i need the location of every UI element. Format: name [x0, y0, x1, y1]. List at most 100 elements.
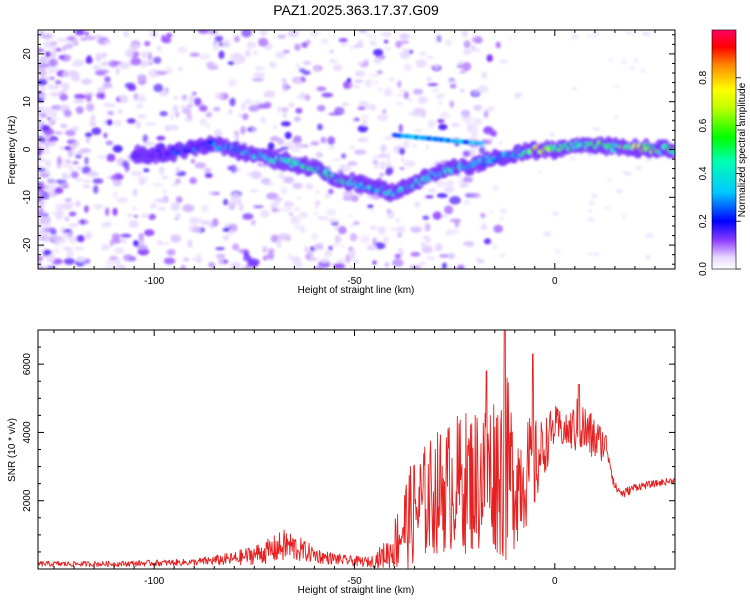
spectrogram-noise-blob	[40, 34, 51, 39]
spectrogram-noise-blob	[177, 46, 188, 54]
spectrogram-noise-blob	[158, 166, 165, 175]
spectrogram-noise-blob	[50, 248, 61, 254]
spectrogram-noise-blob	[254, 66, 265, 71]
spectrogram-noise-blob	[38, 197, 43, 202]
spectrogram-noise-blob	[58, 104, 70, 110]
spectrogram-noise-blob	[84, 258, 91, 264]
spectrogram-noise-blob	[408, 49, 413, 55]
spectrogram-noise-blob	[136, 114, 147, 119]
spectrogram-noise-blob	[489, 210, 494, 213]
spectrogram-noise-blob	[155, 70, 168, 76]
spectrogram-noise-blob	[61, 45, 67, 52]
spectrogram-noise-blob	[382, 109, 387, 114]
spectrogram-noise-blob	[117, 174, 124, 180]
spectrogram-noise-blob	[271, 207, 279, 213]
spectrogram-noise-blob	[84, 35, 97, 41]
spectrogram-noise-blob	[152, 183, 164, 187]
spectrogram-noise-blob	[629, 65, 635, 70]
spectrogram-noise-blob	[138, 232, 144, 242]
spectrogram-noise-blob	[390, 227, 398, 231]
spectrogram-noise-blob	[238, 249, 249, 254]
spectrogram-noise-blob	[60, 83, 68, 89]
spectrogram-noise-blob	[275, 148, 284, 153]
spectrogram-noise-blob	[439, 112, 450, 119]
spectrogram-noise-blob	[589, 200, 594, 206]
spectrogram-noise-blob	[400, 89, 407, 93]
spectrogram-noise-blob	[71, 61, 83, 67]
spectrogram-noise-blob	[483, 238, 492, 245]
spectrogram-noise-blob	[38, 191, 43, 198]
spectrogram-noise-blob	[54, 80, 62, 85]
spectrogram-noise-blob	[193, 97, 202, 106]
spectrogram-noise-blob	[420, 242, 427, 249]
spectrogram-noise-blob	[215, 253, 226, 259]
spectrogram-noise-blob	[65, 129, 76, 137]
spectrogram-noise-blob	[38, 141, 43, 149]
spectrogram-noise-blob	[402, 139, 410, 149]
spectrogram-noise-blob	[41, 106, 54, 116]
spectrogram-noise-blob	[98, 40, 103, 45]
spectrogram-noise-blob	[433, 64, 440, 70]
spectrogram-noise-blob	[354, 79, 364, 83]
spectrogram-y-tick-label: 20	[22, 48, 33, 60]
spectrogram-branch-blob	[478, 141, 485, 146]
spectrogram-noise-blob	[115, 67, 120, 75]
spectrogram-noise-blob	[196, 253, 202, 261]
spectrogram-noise-blob	[112, 179, 122, 187]
spectrogram-noise-blob	[133, 240, 140, 247]
spectrogram-noise-blob	[321, 92, 334, 98]
colorbar-gradient	[711, 29, 737, 270]
snr-x-ticks: -100 -50 0	[53, 330, 676, 587]
spectrogram-noise-blob	[56, 37, 68, 43]
spectrogram-noise-blob	[338, 226, 347, 235]
spectrogram-noise-blob	[372, 159, 379, 165]
spectrogram-noise-blob	[427, 83, 439, 87]
spectrogram-noise-blob	[45, 141, 51, 148]
spectrogram-noise-blob	[80, 219, 85, 225]
spectrogram-noise-blob	[86, 171, 99, 178]
spectrogram-noise-blob	[625, 171, 633, 176]
spectrogram-noise-blob	[137, 175, 149, 183]
spectrogram-noise-blob	[93, 204, 103, 210]
spectrogram-noise-blob	[135, 103, 144, 109]
spectrogram-noise-blob	[333, 263, 346, 269]
spectrogram-noise-blob	[642, 31, 651, 37]
spectrogram-noise-blob	[291, 216, 298, 223]
spectrogram-noise-blob	[460, 113, 466, 116]
spectrogram-noise-blob	[166, 32, 173, 38]
spectrogram-noise-blob	[369, 225, 377, 231]
spectrogram-noise-blob	[311, 232, 319, 241]
spectrogram-noise-blob	[403, 63, 412, 71]
spectrogram-noise-blob	[586, 34, 593, 38]
spectrogram-noise-blob	[182, 204, 195, 213]
spectrogram-noise-blob	[208, 30, 218, 35]
spectrogram-noise-blob	[85, 132, 93, 138]
spectrogram-noise-blob	[436, 193, 448, 198]
spectrogram-noise-blob	[397, 248, 403, 253]
spectrogram-y-ticks: -20 -10 0 10 20	[22, 34, 675, 265]
spectrogram-noise-blob	[408, 112, 415, 116]
spectrogram-noise-blob	[328, 112, 340, 116]
spectrogram-y-tick-label: -10	[22, 190, 33, 205]
spectrogram-noise-blob	[102, 82, 113, 89]
spectrogram-noise-blob	[51, 111, 58, 118]
spectrogram-noise-blob	[305, 39, 311, 45]
spectrogram-noise-blob	[295, 63, 301, 70]
spectrogram-noise-blob	[213, 40, 218, 47]
spectrogram-noise-blob	[48, 58, 59, 67]
spectrogram-noise-blob	[157, 197, 170, 204]
spectrogram-noise-blob	[259, 30, 268, 37]
spectrogram-noise-blob	[128, 220, 139, 229]
spectrogram-noise-blob	[180, 264, 187, 269]
spectrogram-noise-blob	[340, 245, 345, 248]
spectrogram-noise-blob	[462, 241, 474, 246]
spectrogram-noise-blob	[38, 250, 45, 253]
spectrogram-noise-blob	[222, 234, 230, 241]
spectrogram-noise-blob	[68, 235, 80, 244]
spectrogram-noise-blob	[38, 255, 44, 262]
spectrogram-noise-blob	[365, 34, 374, 37]
spectrogram-noise-blob	[204, 167, 212, 175]
spectrogram-noise-blob	[463, 40, 471, 49]
spectrogram-noise-blob	[431, 88, 440, 92]
